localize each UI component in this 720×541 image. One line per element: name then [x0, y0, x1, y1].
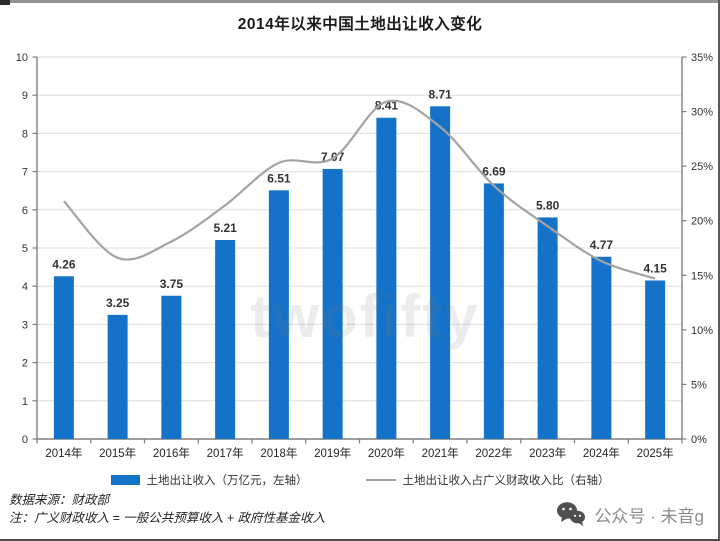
left-axis-tick-label: 7: [22, 167, 28, 179]
bar: [645, 280, 666, 439]
legend-item-bar-series: 土地出让收入（万亿元，左轴）: [110, 472, 308, 488]
left-axis-tick-label: 10: [16, 52, 28, 64]
left-axis-tick-label: 0: [22, 434, 28, 446]
bar-data-label: 3.75: [160, 277, 184, 291]
left-axis-tick-label: 9: [22, 90, 28, 102]
bar: [376, 117, 397, 439]
bar-data-label: 6.69: [482, 164, 506, 178]
wechat-icon: [557, 502, 586, 526]
data-source-note: 数据来源：财政部: [9, 493, 110, 507]
bar-series-swatch: [110, 475, 140, 485]
legend-label: 土地出让收入（万亿元，左轴）: [146, 475, 308, 487]
right-axis-tick-label: 30%: [691, 107, 713, 119]
combo-chart: 0 1 2 3 4 5 6 7 8 9 10 0% 5% 10% 15% 20% 25% 30% 35% 2014年 2…: [16, 52, 713, 460]
bar: [161, 295, 182, 439]
line-series: [63, 99, 656, 280]
footnotes: 数据来源：财政部 注：广义财政收入 = 一般公共预算收入 + 政府性基金收入: [9, 491, 325, 527]
bar: [430, 106, 451, 439]
bar-data-label: 8.41: [375, 99, 399, 113]
bar: [53, 276, 74, 439]
right-axis-tick-label: 15%: [691, 270, 713, 282]
x-axis-category-label: 2015年: [99, 446, 136, 460]
window-bottom-edge: [0, 539, 720, 541]
left-axis-tick-label: 1: [22, 396, 28, 408]
x-axis-category-label: 2017年: [207, 446, 244, 460]
line-series-swatch: [365, 479, 396, 481]
chart-legend: 土地出让收入（万亿元，左轴） 土地出让收入占广义财政收入比（右轴）: [0, 472, 720, 488]
left-axis-tick-label: 6: [22, 205, 28, 217]
bar-data-label: 3.25: [106, 296, 130, 310]
bar-data-label: 8.71: [428, 87, 452, 101]
bar: [268, 190, 289, 439]
bar: [537, 217, 558, 439]
left-axis-tick-label: 3: [22, 319, 28, 331]
left-axis-tick-label: 4: [22, 281, 28, 293]
x-axis-category-label: 2019年: [314, 446, 351, 460]
right-axis-tick-label: 5%: [691, 379, 707, 391]
bar-data-label: 4.26: [52, 257, 76, 271]
bar-data-label: 4.15: [643, 261, 667, 275]
x-axis-category-label: 2016年: [153, 446, 190, 460]
bar: [215, 239, 236, 439]
bar-data-label: 4.77: [590, 238, 614, 252]
bar: [591, 256, 612, 439]
x-axis-category-label: 2025年: [637, 446, 674, 460]
bar: [322, 168, 343, 439]
x-axis-category-label: 2014年: [45, 446, 82, 460]
badge-text: 公众号 · 未音g: [594, 506, 704, 526]
window-corner-mark: [0, 0, 10, 5]
left-axis-tick-label: 2: [22, 358, 28, 370]
window-right-edge: [718, 0, 720, 541]
x-axis-category-label: 2022年: [475, 446, 512, 460]
bar: [483, 183, 504, 439]
left-axis-tick-label: 8: [22, 128, 28, 140]
x-axis-category-label: 2021年: [422, 446, 459, 460]
definition-note: 注：广义财政收入 = 一般公共预算收入 + 政府性基金收入: [9, 511, 325, 525]
legend-label: 土地出让收入占广义财政收入比（右轴）: [402, 475, 610, 487]
window-top-edge: [0, 0, 720, 3]
x-axis-category-label: 2023年: [529, 446, 566, 460]
right-axis-tick-label: 20%: [691, 216, 713, 228]
chart-title: 2014年以来中国土地出让收入变化: [237, 16, 483, 33]
x-axis-category-label: 2024年: [583, 446, 620, 460]
left-axis-tick-label: 5: [22, 243, 28, 255]
right-axis-tick-label: 25%: [691, 161, 713, 173]
bar-data-label: 5.80: [536, 198, 560, 212]
right-axis-tick-label: 0%: [691, 434, 707, 446]
legend-item-line-series: 土地出让收入占广义财政收入比（右轴）: [365, 472, 610, 488]
right-axis-tick-label: 10%: [691, 325, 713, 337]
bar: [107, 314, 128, 439]
x-axis-category-label: 2020年: [368, 446, 405, 460]
x-axis-category-label: 2018年: [260, 446, 297, 460]
bar-data-label: 6.51: [267, 171, 291, 185]
right-axis-tick-label: 35%: [691, 52, 713, 64]
wechat-account-badge: 公众号 · 未音g: [556, 501, 704, 527]
bar-data-label: 5.21: [213, 221, 237, 235]
